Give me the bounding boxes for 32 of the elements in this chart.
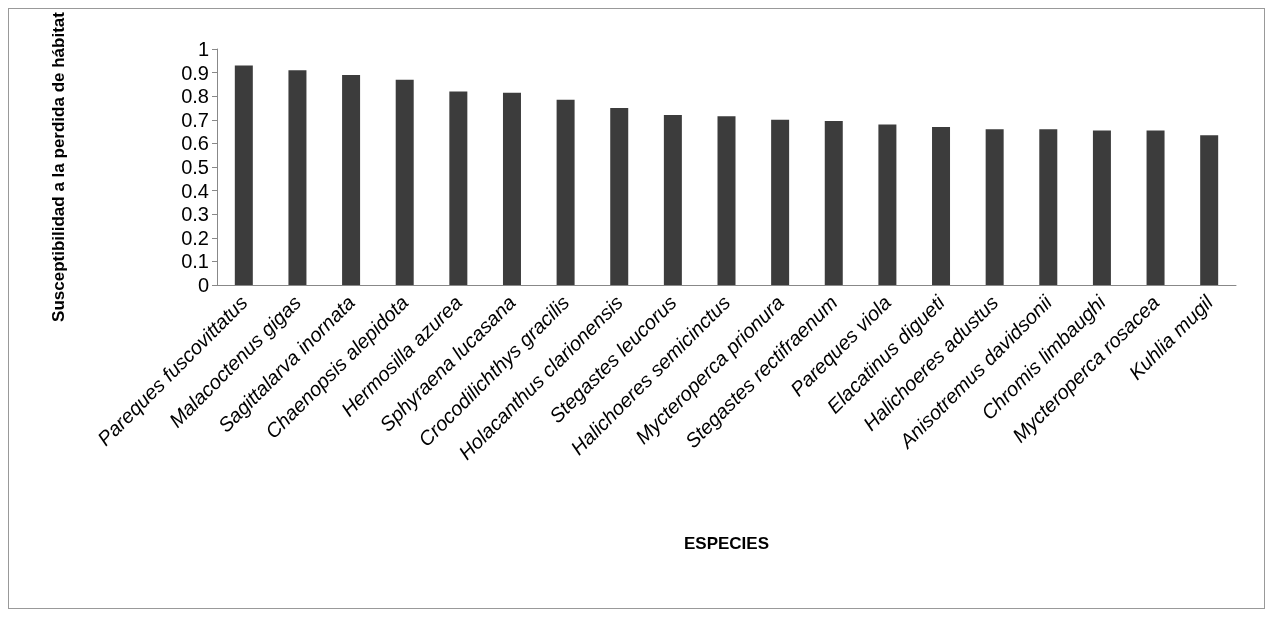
bar [502, 92, 521, 285]
bar [234, 65, 253, 285]
bar [342, 74, 361, 285]
bar [932, 126, 951, 285]
bar [1200, 135, 1219, 285]
x-axis-title: ESPECIES [683, 534, 770, 553]
bar [1039, 129, 1058, 285]
bar [663, 115, 682, 285]
bar [288, 70, 307, 285]
bar [610, 108, 629, 285]
bar [556, 99, 575, 285]
bar [449, 91, 468, 285]
y-tick-label: 0 [197, 274, 209, 296]
y-axis-title: Susceptibilidad a la perdida de hábitat [49, 11, 68, 322]
bar [395, 79, 414, 285]
bar [824, 120, 843, 285]
y-tick-label: 0.1 [181, 250, 209, 273]
bar [771, 119, 790, 285]
y-tick-label: 0.2 [181, 226, 209, 249]
bar [878, 124, 897, 285]
y-tick-label: 0.8 [181, 85, 209, 108]
bar [985, 129, 1004, 285]
bar [1146, 130, 1165, 285]
y-tick-label: 0.6 [181, 132, 209, 155]
y-tick-label: 0.7 [181, 108, 209, 131]
bar [717, 116, 736, 285]
y-tick-label: 0.3 [181, 203, 209, 226]
y-tick-label: 0.9 [181, 61, 209, 84]
y-tick-label: 0.5 [181, 156, 209, 178]
y-tick-label: 1 [197, 38, 209, 60]
bar [1092, 130, 1111, 285]
y-tick-label: 0.4 [181, 179, 209, 202]
